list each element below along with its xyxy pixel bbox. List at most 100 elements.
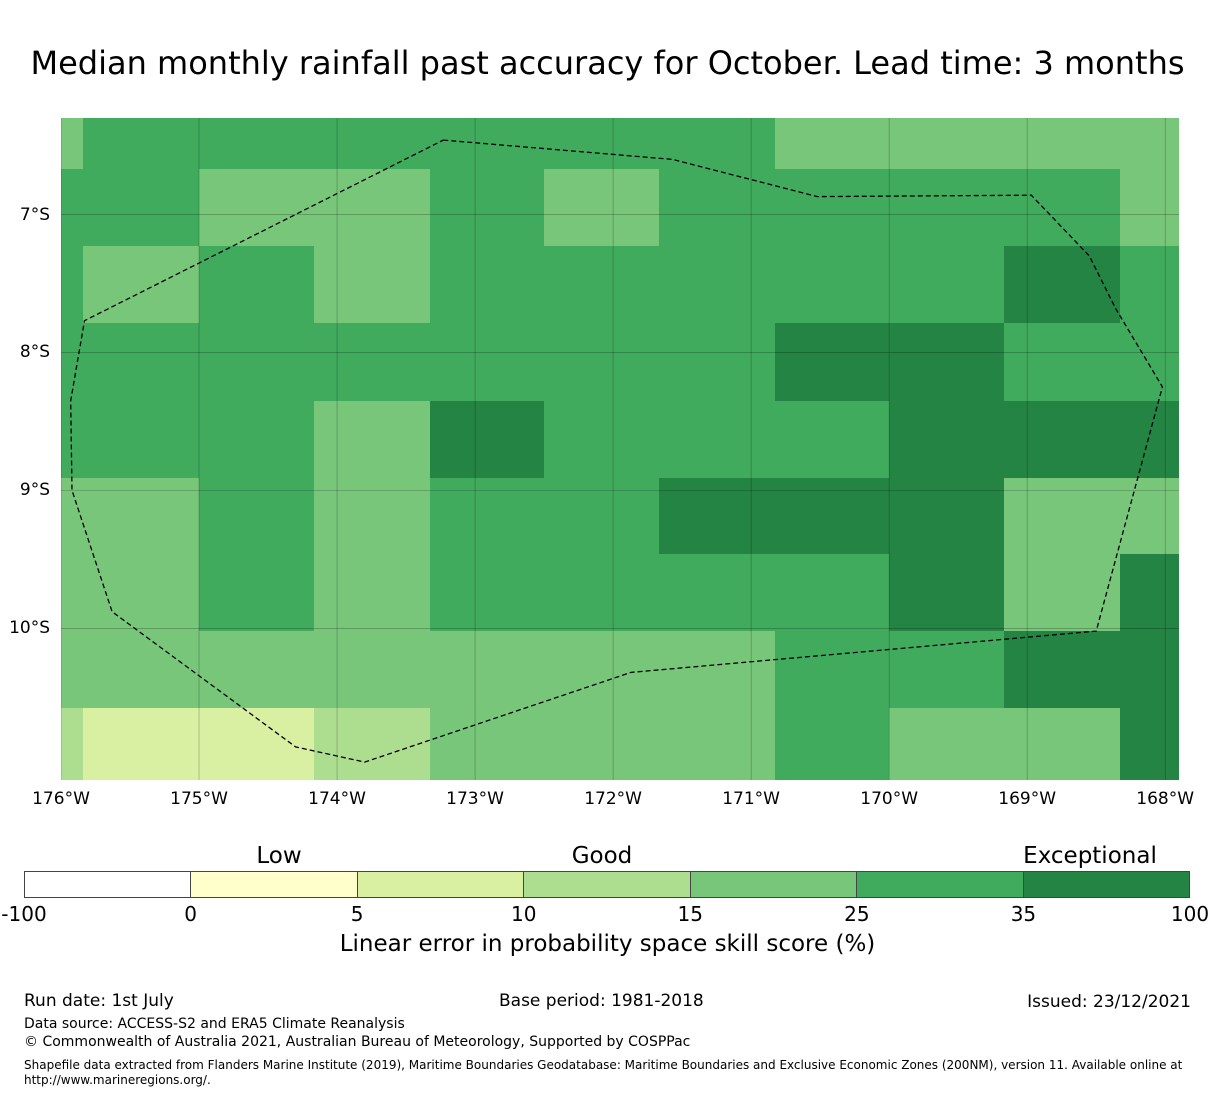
skill-cell [774,169,890,247]
skill-cell [429,323,545,402]
skill-cell [1119,118,1179,170]
skill-cell [199,553,315,632]
skill-cell [774,246,890,325]
colorbar-tick-label: -100 [1,902,47,926]
skill-cell [544,246,660,325]
skill-cell [1003,246,1121,325]
skill-cell [1003,477,1121,555]
skill-cell [774,631,890,709]
run-date: Run date: 1st July [24,991,174,1011]
skill-cell [199,631,315,709]
colorbar-label: Linear error in probability space skill … [339,931,876,957]
skill-cell [61,323,84,402]
colorbar-tick-label: 25 [844,902,870,926]
skill-cell [199,708,315,780]
colorbar-swatch [357,872,525,897]
skill-cell [83,169,200,247]
skill-cell [889,553,1005,632]
colorbar-swatch [524,872,691,897]
colorbar-swatch [857,872,1024,897]
longitude-label: 169°W [998,789,1057,809]
skill-cell [313,477,431,555]
latitude-label: 7°S [19,204,50,225]
skill-cell [544,477,660,555]
skill-cell [429,169,545,247]
skill-cell [544,118,660,170]
skill-cell [889,323,1005,402]
skill-cell [1003,118,1121,170]
skill-cell [889,400,1005,479]
longitude-label: 173°W [446,789,504,809]
colorbar-tick-label: 10 [510,902,537,926]
skill-cell [313,323,431,402]
skill-cell [313,708,431,780]
longitude-label: 170°W [860,789,919,809]
colorbar-tick-label: 35 [1010,902,1037,926]
skill-cell [313,169,431,247]
skill-cell [1003,323,1121,402]
skill-cell [544,400,660,479]
skill-cell [658,631,776,709]
skill-cell [429,400,545,479]
skill-cell [83,118,200,170]
skill-cell [61,118,84,170]
skill-cell [199,118,315,170]
latitude-label: 9°S [19,480,50,501]
shapefile-url: http://www.marineregions.org/. [24,1073,211,1087]
skill-cell [1119,323,1179,402]
colorbar-tick-label: 100 [1170,902,1210,926]
skill-cell [83,246,200,325]
skill-cell [1003,631,1121,709]
colorbar [24,871,1190,898]
map-overlay [61,118,1179,780]
skill-cell [1119,553,1179,632]
skill-cell [1119,708,1179,780]
skill-cell [429,631,545,709]
skill-map [61,118,1179,780]
skill-cell [1003,169,1121,247]
colorbar-swatch [1023,872,1189,897]
longitude-label: 174°W [308,789,366,809]
colorbar-swatch [25,872,192,897]
longitude-label: 171°W [722,789,780,809]
skill-cell [889,708,1005,780]
map-title: Median monthly rainfall past accuracy fo… [30,44,1185,82]
skill-cell [313,631,431,709]
skill-cell [61,631,84,709]
skill-cell [61,400,84,479]
skill-cell [774,477,890,555]
skill-cell [889,118,1005,170]
skill-cell [774,553,890,632]
base-period: Base period: 1981-2018 [499,991,704,1011]
skill-cell [544,553,660,632]
skill-cell [429,246,545,325]
skill-cell [774,323,890,402]
skill-cell [313,246,431,325]
skill-cell [774,118,890,170]
skill-cell [61,553,84,632]
skill-cell [889,477,1005,555]
longitude-label: 175°W [170,789,228,809]
skill-cell [199,323,315,402]
skill-cell [658,553,776,632]
skill-cell [83,477,200,555]
skill-cell [83,631,200,709]
colorbar-tick-label: 0 [184,902,197,926]
skill-cell [429,477,545,555]
eez-boundary [70,139,1164,763]
skill-cell [61,246,84,325]
skill-cell [83,323,200,402]
skill-cell [658,246,776,325]
skill-cell [1119,477,1179,555]
copyright: © Commonwealth of Australia 2021, Austra… [24,1034,691,1050]
colorbar-category-good: Good [571,843,633,869]
colorbar-tick-label: 15 [677,902,704,926]
skill-cell [658,400,776,479]
skill-cell [889,169,1005,247]
skill-cell [61,169,84,247]
colorbar-swatch [690,872,858,897]
skill-cell [61,708,84,780]
skill-cell [1119,169,1179,247]
skill-cell [199,400,315,479]
shapefile-credit: Shapefile data extracted from Flanders M… [24,1058,1183,1072]
